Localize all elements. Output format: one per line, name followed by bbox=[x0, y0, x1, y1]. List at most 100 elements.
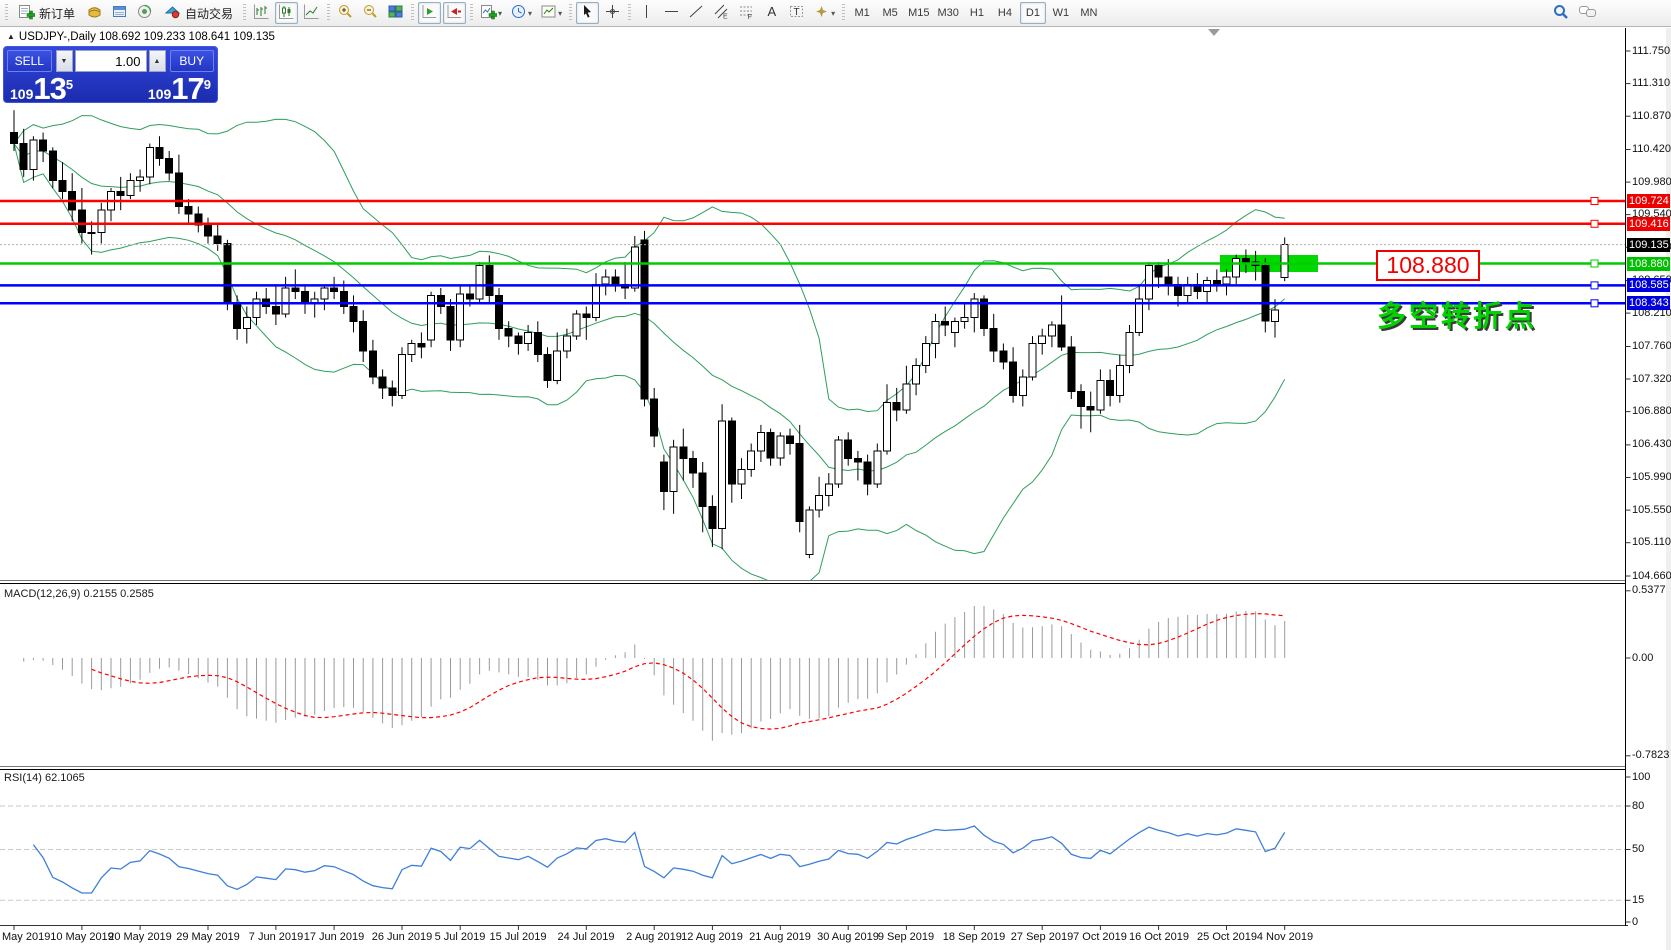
toolbar-grip[interactable] bbox=[628, 4, 632, 22]
text-tool-icon: A bbox=[763, 3, 780, 23]
tile-windows-button[interactable] bbox=[384, 2, 407, 24]
auto-trading-label: 自动交易 bbox=[185, 6, 234, 21]
timeframe-h4[interactable]: H4 bbox=[992, 2, 1018, 24]
trendline-tool-button[interactable] bbox=[685, 2, 708, 24]
timeframe-h1[interactable]: H1 bbox=[964, 2, 990, 24]
zoom-in-button[interactable] bbox=[334, 2, 357, 24]
navigator-button[interactable] bbox=[133, 2, 156, 24]
toolbar-grip[interactable] bbox=[327, 4, 331, 22]
arrows-icon bbox=[813, 3, 830, 23]
chat-icon bbox=[1578, 3, 1597, 23]
fibonacci-tool-button[interactable]: F bbox=[735, 2, 758, 24]
templates-icon bbox=[540, 3, 557, 23]
navigator-icon bbox=[136, 3, 153, 23]
cursor-tool-button[interactable] bbox=[576, 2, 600, 24]
new-order-button[interactable]: 新订单 bbox=[12, 2, 81, 24]
buy-button[interactable]: BUY bbox=[169, 50, 214, 72]
horizontal-line-icon bbox=[663, 3, 680, 23]
candlestick-chart-icon bbox=[278, 3, 295, 23]
sell-price-figure: 109 bbox=[10, 86, 34, 102]
buy-price[interactable]: 109 17 9 bbox=[148, 73, 211, 104]
line-chart-icon bbox=[303, 3, 320, 23]
timeframe-w1[interactable]: W1 bbox=[1048, 2, 1074, 24]
timeframe-m30[interactable]: M30 bbox=[935, 2, 962, 24]
periods-button[interactable]: ▾ bbox=[507, 2, 535, 24]
bar-chart-button[interactable] bbox=[250, 2, 273, 24]
collapse-arrow-icon[interactable]: ▲ bbox=[7, 32, 15, 41]
toolbar: 新订单 自动交易 ▾ ▾ ▾ E F A T ▾ M1 M5 M15 M30 H… bbox=[0, 0, 1671, 27]
sell-price[interactable]: 109 13 5 bbox=[10, 73, 73, 104]
templates-caret-icon[interactable]: ▾ bbox=[558, 8, 563, 18]
auto-trading-icon bbox=[164, 3, 181, 23]
data-window-icon bbox=[111, 3, 128, 23]
timeframe-m1[interactable]: M1 bbox=[849, 2, 875, 24]
timeframe-mn[interactable]: MN bbox=[1076, 2, 1102, 24]
text-label-tool-button[interactable]: T bbox=[785, 2, 808, 24]
periods-clock-icon bbox=[510, 3, 527, 23]
rsi-indicator-label: RSI(14) 62.1065 bbox=[4, 772, 85, 784]
buy-price-pip: 9 bbox=[203, 77, 211, 92]
bar-chart-icon bbox=[253, 3, 270, 23]
periods-caret-icon[interactable]: ▾ bbox=[528, 8, 533, 18]
window-right-strip bbox=[1666, 28, 1671, 950]
chat-button[interactable] bbox=[1575, 2, 1600, 24]
timeframe-m15[interactable]: M15 bbox=[905, 2, 932, 24]
channel-icon: E bbox=[713, 3, 730, 23]
candlestick-chart-button[interactable] bbox=[275, 2, 299, 24]
turning-point-annotation: 多空转折点 bbox=[1377, 301, 1538, 333]
toolbar-grip[interactable] bbox=[5, 4, 8, 22]
indicators-caret-icon[interactable]: ▾ bbox=[498, 8, 503, 18]
line-chart-button[interactable] bbox=[300, 2, 323, 24]
market-watch-icon bbox=[86, 3, 103, 23]
tile-windows-icon bbox=[387, 3, 404, 23]
chart-shift-icon bbox=[446, 3, 463, 23]
macd-indicator-label: MACD(12,26,9) 0.2155 0.2585 bbox=[4, 588, 154, 600]
toolbar-grip[interactable] bbox=[470, 4, 474, 22]
timeframe-d1[interactable]: D1 bbox=[1019, 2, 1046, 24]
trendline-icon bbox=[688, 3, 705, 23]
sell-price-big: 13 bbox=[33, 71, 66, 106]
horizontal-line-tool-button[interactable] bbox=[660, 2, 683, 24]
volume-input[interactable] bbox=[74, 50, 147, 72]
one-click-trading-panel: SELL ▼ ▲ BUY 109 13 5 109 17 9 bbox=[3, 46, 218, 104]
sell-button[interactable]: SELL bbox=[7, 50, 52, 72]
new-order-icon bbox=[18, 3, 36, 23]
arrows-caret-icon[interactable]: ▾ bbox=[831, 8, 836, 18]
fibonacci-icon: F bbox=[738, 3, 755, 23]
search-button[interactable] bbox=[1549, 2, 1573, 24]
market-watch-button[interactable] bbox=[83, 2, 106, 24]
channel-tool-button[interactable]: E bbox=[710, 2, 733, 24]
sell-price-pip: 5 bbox=[65, 77, 74, 92]
new-order-label: 新订单 bbox=[39, 6, 76, 21]
zoom-out-button[interactable] bbox=[359, 2, 382, 24]
chart-title-text: USDJPY-,Daily 108.692 109.233 108.641 10… bbox=[18, 31, 275, 43]
toolbar-grip[interactable] bbox=[243, 4, 247, 22]
buy-price-figure: 109 bbox=[147, 86, 172, 102]
auto-trading-button[interactable]: 自动交易 bbox=[158, 2, 239, 24]
vertical-line-tool-button[interactable] bbox=[635, 2, 658, 24]
svg-text:E: E bbox=[723, 14, 728, 21]
auto-scroll-button[interactable] bbox=[418, 2, 442, 24]
volume-increase-button[interactable]: ▲ bbox=[148, 50, 166, 72]
indicators-icon bbox=[480, 3, 498, 23]
toolbar-grip[interactable] bbox=[569, 4, 573, 22]
svg-text:F: F bbox=[748, 14, 752, 20]
templates-button[interactable]: ▾ bbox=[537, 2, 565, 24]
buy-price-big: 17 bbox=[171, 71, 204, 106]
price-callout-box: 108.880 bbox=[1376, 250, 1480, 281]
data-window-button[interactable] bbox=[108, 2, 131, 24]
volume-decrease-button[interactable]: ▼ bbox=[55, 50, 73, 72]
search-icon bbox=[1552, 3, 1570, 24]
arrows-tool-button[interactable]: ▾ bbox=[810, 2, 838, 24]
chart-shift-button[interactable] bbox=[443, 2, 467, 24]
indicators-button[interactable]: ▾ bbox=[477, 2, 505, 24]
cursor-icon bbox=[579, 3, 596, 23]
text-label-icon: T bbox=[788, 3, 805, 23]
toolbar-grip[interactable] bbox=[842, 4, 846, 22]
timeframe-m5[interactable]: M5 bbox=[877, 2, 903, 24]
toolbar-grip[interactable] bbox=[411, 4, 415, 22]
chart-title: ▲ USDJPY-,Daily 108.692 109.233 108.641 1… bbox=[7, 31, 275, 43]
text-tool-button[interactable]: A bbox=[760, 2, 783, 24]
crosshair-tool-button[interactable] bbox=[601, 2, 624, 24]
